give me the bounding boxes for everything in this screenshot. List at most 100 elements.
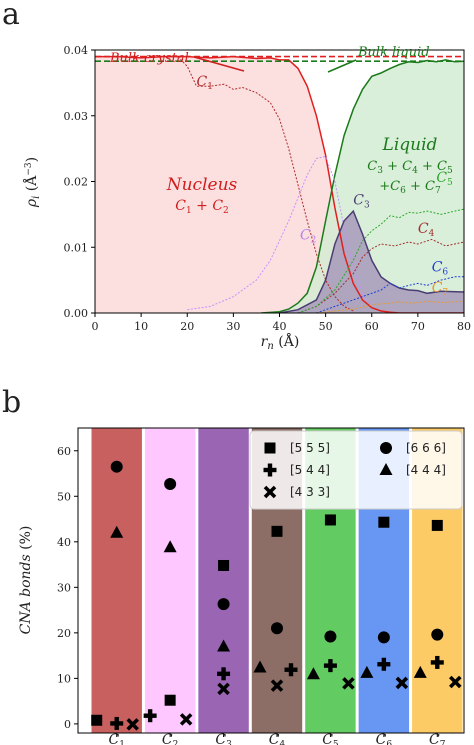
marker-plus-c7 (430, 655, 444, 669)
series-label-c2: C2 (300, 227, 316, 245)
legend-label: [4 4 4] (406, 463, 446, 477)
legend-label: [4 3 3] (290, 485, 330, 499)
legend-box (249, 430, 463, 510)
marker-triangle-c3 (217, 639, 231, 652)
series-label-c1: C1 (196, 74, 212, 92)
panel-b-y-axis-label: CNA bonds (%) (18, 526, 34, 635)
marker-x-c7 (449, 675, 462, 689)
series-line-c1 (177, 56, 354, 312)
series-fill-c3-c4-c5-c6-c7 (261, 59, 464, 313)
b-y-tick-label: 10 (57, 672, 71, 685)
b-y-tick-label: 60 (57, 445, 71, 458)
marker-x-c4 (270, 679, 284, 692)
series-label-c5: C5 (436, 170, 453, 188)
nucleus-label: Nucleus (166, 175, 238, 195)
b-y-tick-label: 40 (57, 536, 71, 549)
legend-marker-square (264, 442, 276, 454)
marker-triangle-c4 (253, 660, 267, 673)
marker-x-c5 (342, 677, 355, 690)
marker-circle-c3 (217, 598, 230, 611)
liquid-sum-label-2: +C6 + C7 (379, 179, 441, 196)
panel-b-legend: [5 5 5] [6 6 6] [5 4 4] [4 4 4] [4 3 3] (249, 430, 463, 510)
panel-a-density-plot: 0 10 20 30 40 50 60 70 80 0.00 0.01 0.02 0.03 0.04 ρi… (22, 44, 471, 352)
a-y-tick-label: 0.00 (64, 307, 89, 320)
nucleus-sum-label: C1 + C2 (175, 198, 229, 216)
category-band-c3 (198, 428, 249, 733)
bulk-crystal-label: Bulk crystal (109, 51, 189, 66)
marker-circle-c5 (324, 630, 337, 643)
panel-b-cna-plot: 0 10 20 30 40 50 60 C1 C2 C3 C4 C5 C6 C7 CNA bonds (%… (18, 427, 465, 745)
bulk-crystal-arrow (193, 56, 245, 72)
marker-circle-c1 (110, 460, 123, 473)
marker-square-c6 (378, 516, 390, 528)
marker-triangle-c1 (110, 525, 124, 538)
b-x-tick-label-c2: C2 (162, 732, 178, 745)
marker-square-c7 (431, 519, 443, 531)
legend-label: [5 5 5] (290, 441, 330, 455)
marker-plus-c5 (323, 659, 337, 673)
panel-label-b: b (2, 385, 21, 420)
category-band-c1 (91, 428, 142, 733)
liquid-label: Liquid (382, 135, 438, 155)
b-x-tick-label-c6: C6 (376, 732, 393, 745)
marker-x-c2 (179, 713, 193, 726)
a-x-tick-label: 20 (180, 320, 194, 333)
a-x-tick-label: 80 (457, 320, 471, 333)
series-label-c7: C7 (432, 280, 449, 298)
marker-square-c5 (324, 514, 336, 526)
bulk-liquid-label: Bulk liquid (357, 45, 430, 60)
bulk-liquid-arrow (327, 59, 357, 73)
marker-square-c1 (91, 714, 103, 726)
series-line-c3 (279, 209, 464, 313)
a-x-tick-label: 30 (226, 320, 240, 333)
svg-text:ρi (Å−3): ρi (Å−3) (22, 157, 42, 208)
marker-plus-c6 (377, 657, 391, 671)
panel-a-x-axis-label: rn (Å) (261, 332, 300, 352)
marker-triangle-c5 (306, 667, 320, 680)
panel-label-a: a (2, 0, 20, 32)
a-y-tick-label: 0.02 (64, 176, 89, 189)
category-band-c2 (144, 428, 196, 733)
b-y-tick-label: 50 (57, 490, 71, 503)
marker-plus-c4 (284, 663, 298, 677)
marker-triangle-c6 (360, 665, 374, 678)
panel-b-frame (77, 427, 465, 734)
marker-circle-c6 (377, 631, 390, 644)
b-x-tick-label-c1: C1 (108, 732, 124, 745)
marker-triangle-c7 (413, 665, 427, 678)
marker-plus-c2 (143, 709, 157, 723)
liquid-sum-label-1: C3 + C4 + C5 (367, 159, 453, 176)
series-label-c4: C4 (418, 221, 435, 239)
marker-x-c3 (217, 682, 230, 696)
a-x-tick-label: 50 (319, 320, 333, 333)
marker-x-c1 (126, 718, 139, 731)
svg-text:CNA bonds (%): CNA bonds (%) (18, 526, 34, 635)
a-x-tick-label: 60 (365, 320, 379, 333)
marker-circle-c2 (164, 477, 177, 490)
series-line-c6 (316, 276, 464, 313)
b-x-tick-label-c5: C5 (322, 732, 339, 745)
a-y-tick-label: 0.03 (64, 110, 89, 123)
b-x-tick-label-c7: C7 (429, 732, 446, 745)
series-line-c2 (187, 155, 373, 311)
a-x-tick-label: 70 (411, 320, 425, 333)
a-y-tick-label: 0.04 (64, 44, 89, 57)
marker-triangle-c2 (163, 540, 177, 553)
series-label-c6: C6 (432, 260, 449, 278)
legend-marker-triangle (379, 463, 393, 475)
b-x-tick-label-c4: C4 (269, 732, 286, 745)
legend-marker-x (263, 485, 277, 499)
marker-plus-c1 (110, 716, 124, 730)
b-y-tick-label: 20 (57, 627, 71, 640)
marker-plus-c3 (217, 667, 231, 681)
a-x-tick-label: 0 (92, 320, 99, 333)
series-line-c7 (316, 300, 464, 313)
series-label-c3: C3 (353, 193, 370, 211)
legend-label: [5 4 4] (290, 463, 330, 477)
a-y-tick-label: 0.01 (64, 241, 89, 254)
a-x-tick-label: 40 (273, 320, 287, 333)
marker-square-c2 (164, 694, 176, 706)
marker-square-c3 (218, 559, 230, 571)
marker-x-c6 (395, 676, 409, 690)
